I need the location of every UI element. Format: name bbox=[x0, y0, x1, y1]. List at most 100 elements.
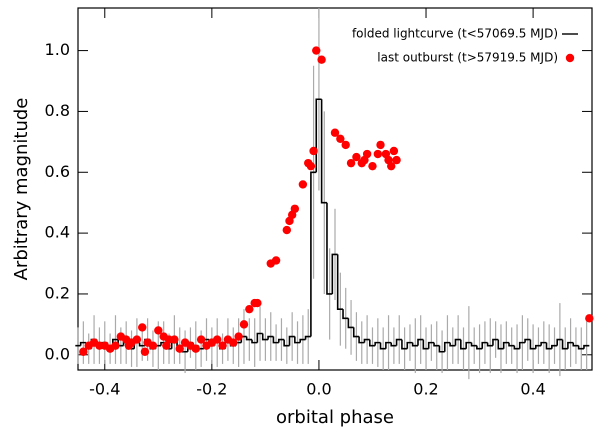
point bbox=[218, 341, 227, 350]
step-segment bbox=[363, 338, 370, 343]
point bbox=[306, 161, 316, 171]
step-segment bbox=[138, 342, 145, 347]
step-segment bbox=[374, 341, 381, 346]
plot-frame bbox=[77, 7, 593, 371]
point bbox=[213, 335, 222, 344]
step-segment bbox=[524, 338, 531, 343]
step-segment bbox=[310, 171, 317, 337]
y-tick-label: 0.0 bbox=[45, 344, 70, 363]
point bbox=[140, 347, 150, 356]
x-tick-label: 0.0 bbox=[306, 380, 331, 399]
step-segment bbox=[283, 339, 290, 347]
point bbox=[309, 146, 318, 156]
point bbox=[389, 146, 399, 156]
step-segment bbox=[433, 342, 440, 347]
step-segment bbox=[326, 202, 333, 295]
step-segment bbox=[369, 339, 376, 347]
y-tick-label: 0.2 bbox=[45, 283, 70, 302]
legend-label: folded lightcurve (t<57069.5 MJD) bbox=[352, 27, 558, 41]
step-segment bbox=[406, 341, 413, 349]
point bbox=[290, 204, 300, 213]
step-segment bbox=[245, 336, 253, 341]
x-tick-label: 0.4 bbox=[520, 380, 545, 399]
step-segment bbox=[513, 345, 520, 350]
point bbox=[368, 161, 377, 171]
y-tick-label: 0.8 bbox=[45, 101, 70, 120]
step-segment bbox=[476, 345, 483, 350]
step-segment bbox=[449, 342, 456, 347]
step-segment bbox=[497, 339, 504, 350]
step-segment bbox=[267, 335, 274, 340]
y-axis-label: Arbitrary magnitude bbox=[11, 98, 32, 281]
point bbox=[312, 46, 321, 55]
step-segment bbox=[465, 341, 472, 349]
step-segment bbox=[422, 339, 429, 350]
point bbox=[282, 225, 292, 235]
step-segment bbox=[277, 338, 285, 343]
legend-label: last outburst (t>57919.5 MJD) bbox=[377, 51, 558, 65]
point bbox=[111, 341, 120, 350]
point bbox=[253, 298, 262, 308]
step-segment bbox=[379, 342, 386, 350]
point bbox=[585, 314, 594, 323]
step-segment bbox=[577, 345, 584, 350]
step-segment bbox=[401, 339, 408, 350]
point bbox=[132, 335, 142, 344]
step-segment bbox=[572, 342, 579, 347]
step-segment bbox=[556, 338, 563, 346]
point bbox=[170, 335, 179, 344]
point bbox=[317, 55, 326, 64]
point bbox=[298, 180, 308, 189]
step-segment bbox=[443, 341, 451, 352]
step-segment bbox=[251, 339, 258, 344]
x-tick-label: -0.2 bbox=[196, 380, 227, 399]
point bbox=[362, 149, 372, 159]
point bbox=[175, 344, 184, 353]
step-segment bbox=[551, 344, 558, 349]
point bbox=[346, 158, 356, 168]
x-tick-label: -0.4 bbox=[89, 380, 120, 399]
step-segment bbox=[529, 339, 536, 350]
point bbox=[373, 149, 383, 159]
step-segment bbox=[395, 338, 402, 346]
point bbox=[138, 323, 147, 332]
step-segment bbox=[540, 341, 547, 346]
step-segment bbox=[481, 341, 488, 349]
step-segment bbox=[385, 341, 392, 349]
step-segment bbox=[561, 339, 568, 350]
step-segment bbox=[331, 253, 338, 294]
point bbox=[196, 335, 206, 344]
step-segment bbox=[79, 341, 87, 346]
step-segment bbox=[534, 344, 542, 349]
point bbox=[234, 332, 243, 341]
y-tick-label: 1.0 bbox=[45, 40, 70, 59]
y-tick-label: 0.6 bbox=[45, 162, 70, 181]
step-segment bbox=[288, 335, 295, 346]
step-segment bbox=[518, 341, 526, 349]
step-segment bbox=[294, 336, 301, 344]
step-segment bbox=[486, 342, 493, 347]
point bbox=[352, 152, 361, 162]
step-segment bbox=[545, 342, 552, 350]
step-segment bbox=[502, 341, 510, 349]
step-segment bbox=[272, 336, 279, 344]
step-segment bbox=[299, 338, 306, 343]
step-segment bbox=[460, 339, 467, 350]
point bbox=[387, 161, 396, 171]
point bbox=[154, 326, 163, 335]
point bbox=[376, 140, 385, 150]
step-segment bbox=[438, 345, 445, 353]
step-segment bbox=[427, 341, 435, 349]
step-segment bbox=[347, 318, 354, 329]
y-tick-label: 0.4 bbox=[45, 223, 70, 242]
x-tick-label: 0.2 bbox=[413, 380, 438, 399]
point bbox=[330, 128, 340, 137]
step-segment bbox=[417, 338, 424, 346]
point bbox=[239, 320, 249, 329]
step-segment bbox=[508, 342, 515, 347]
step-segment bbox=[256, 332, 263, 343]
legend-marker bbox=[565, 53, 575, 63]
point bbox=[229, 338, 238, 347]
point bbox=[271, 256, 281, 265]
